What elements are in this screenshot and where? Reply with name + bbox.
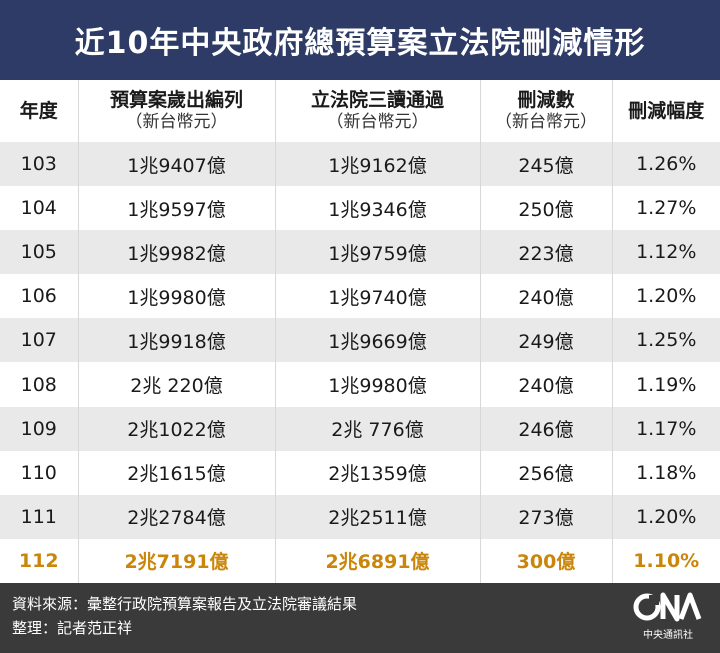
header-passed-label: 立法院三讀通過 xyxy=(310,89,444,111)
cell-year: 112 xyxy=(0,538,78,583)
header-cut-unit: （新台幣元） xyxy=(495,112,597,132)
table-row: 107 1兆9918億 1兆9669億 249億 1.25% xyxy=(0,318,720,363)
cell-passed: 2兆1359億 xyxy=(274,450,480,495)
cell-cut: 250億 xyxy=(479,186,612,231)
cell-cut: 223億 xyxy=(479,230,612,275)
budget-table-container: 年度 預算案歲出編列 （新台幣元） 立法院三讀通過 （新台幣元） 刪減數 （新台… xyxy=(0,80,720,583)
cna-logo-text: 中央通訊社 xyxy=(643,630,693,641)
cell-proposed: 2兆 220億 xyxy=(77,362,275,407)
cell-cut-rate: 1.12% xyxy=(611,230,720,275)
cell-proposed: 1兆9980億 xyxy=(77,274,275,319)
cell-proposed: 1兆9918億 xyxy=(77,318,275,363)
table-row: 110 2兆1615億 2兆1359億 256億 1.18% xyxy=(0,450,720,495)
cell-year: 106 xyxy=(0,274,78,319)
cell-passed: 2兆 776億 xyxy=(274,406,480,451)
table-row: 103 1兆9407億 1兆9162億 245億 1.26% xyxy=(0,142,720,187)
cell-cut-rate: 1.20% xyxy=(611,494,720,539)
cell-cut: 240億 xyxy=(479,274,612,319)
cell-proposed: 2兆1615億 xyxy=(77,450,275,495)
cell-passed: 1兆9759億 xyxy=(274,230,480,275)
cell-passed: 1兆9980億 xyxy=(274,362,480,407)
header-cut-rate-label: 刪減幅度 xyxy=(628,100,705,122)
cell-cut-rate: 1.18% xyxy=(611,450,720,495)
cell-cut-rate: 1.27% xyxy=(611,186,720,231)
table-row: 105 1兆9982億 1兆9759億 223億 1.12% xyxy=(0,230,720,275)
table-row: 111 2兆2784億 2兆2511億 273億 1.20% xyxy=(0,494,720,539)
cell-cut-rate: 1.20% xyxy=(611,274,720,319)
cell-cut: 240億 xyxy=(479,362,612,407)
cell-year: 107 xyxy=(0,318,78,363)
cell-year: 111 xyxy=(0,494,78,539)
cell-proposed: 2兆2784億 xyxy=(77,494,275,539)
cell-year: 110 xyxy=(0,450,78,495)
cell-year: 104 xyxy=(0,186,78,231)
cell-cut-rate: 1.26% xyxy=(611,142,720,187)
header-year-label: 年度 xyxy=(19,100,58,122)
header-proposed-label: 預算案歲出編列 xyxy=(109,89,243,111)
cell-cut-rate: 1.19% xyxy=(611,362,720,407)
cell-cut-rate: 1.10% xyxy=(611,538,720,583)
cell-cut-rate: 1.17% xyxy=(611,406,720,451)
cell-cut: 300億 xyxy=(479,538,612,583)
cell-year: 108 xyxy=(0,362,78,407)
cell-passed: 2兆2511億 xyxy=(274,494,480,539)
source-note: 資料來源：彙整行政院預算案報告及立法院審議結果 xyxy=(12,595,358,613)
cell-cut: 245億 xyxy=(479,142,612,187)
header-year: 年度 xyxy=(0,80,78,142)
page-title: 近10年中央政府總預算案立法院刪減情形 xyxy=(0,0,720,80)
table-row: 106 1兆9980億 1兆9740億 240億 1.20% xyxy=(0,274,720,319)
cna-logo-icon xyxy=(633,592,702,622)
cell-year: 105 xyxy=(0,230,78,275)
cell-cut: 249億 xyxy=(479,318,612,363)
editor-note: 整理：記者范正祥 xyxy=(12,619,133,637)
header-passed: 立法院三讀通過 （新台幣元） xyxy=(274,80,480,142)
header-cut-rate: 刪減幅度 xyxy=(611,80,720,142)
cell-year: 103 xyxy=(0,142,78,187)
cell-cut: 246億 xyxy=(479,406,612,451)
cell-cut-rate: 1.25% xyxy=(611,318,720,363)
cell-passed: 1兆9740億 xyxy=(274,274,480,319)
cell-proposed: 1兆9597億 xyxy=(77,186,275,231)
table-row: 109 2兆1022億 2兆 776億 246億 1.17% xyxy=(0,406,720,451)
cell-passed: 1兆9669億 xyxy=(274,318,480,363)
cell-proposed: 2兆1022億 xyxy=(77,406,275,451)
table-row: 108 2兆 220億 1兆9980億 240億 1.19% xyxy=(0,362,720,407)
cell-passed: 2兆6891億 xyxy=(274,538,480,583)
cell-passed: 1兆9162億 xyxy=(274,142,480,187)
cell-passed: 1兆9346億 xyxy=(274,186,480,231)
header-proposed: 預算案歲出編列 （新台幣元） xyxy=(77,80,275,142)
cell-year: 109 xyxy=(0,406,78,451)
cell-cut: 256億 xyxy=(479,450,612,495)
budget-table: 年度 預算案歲出編列 （新台幣元） 立法院三讀通過 （新台幣元） 刪減數 （新台… xyxy=(0,80,720,583)
cell-proposed: 1兆9407億 xyxy=(77,142,275,187)
cell-proposed: 1兆9982億 xyxy=(77,230,275,275)
header-proposed-unit: （新台幣元） xyxy=(125,112,228,132)
cell-proposed: 2兆7191億 xyxy=(77,538,275,583)
table-row: 104 1兆9597億 1兆9346億 250億 1.27% xyxy=(0,186,720,231)
table-header-row: 年度 預算案歲出編列 （新台幣元） 立法院三讀通過 （新台幣元） 刪減數 （新台… xyxy=(0,80,720,142)
table-row: 112 2兆7191億 2兆6891億 300億 1.10% xyxy=(0,538,720,583)
header-passed-unit: （新台幣元） xyxy=(326,112,429,132)
footer: 資料來源：彙整行政院預算案報告及立法院審議結果 整理：記者范正祥 中央通訊社 xyxy=(0,583,720,653)
cell-cut: 273億 xyxy=(479,494,612,539)
header-cut: 刪減數 （新台幣元） xyxy=(479,80,612,142)
cna-logo: 中央通訊社 xyxy=(628,589,708,647)
header-cut-label: 刪減數 xyxy=(517,89,575,111)
